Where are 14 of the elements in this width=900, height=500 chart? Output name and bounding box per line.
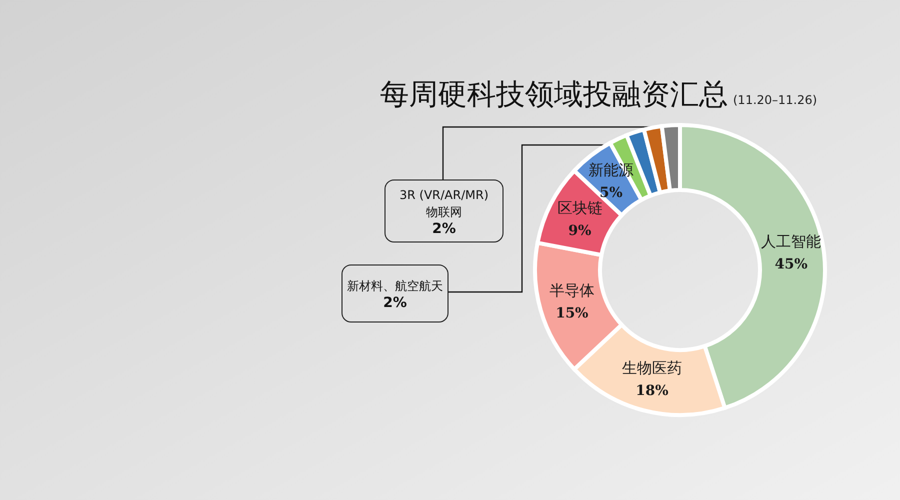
data-label: 5% — [600, 185, 623, 202]
data-label: 18% — [636, 382, 668, 399]
slice-label: 人工智能 — [761, 232, 822, 250]
text: 3R (VR/AR/MR) 物联网 2% — [399, 188, 489, 237]
data-label: 9% — [568, 222, 592, 239]
slice-label: 半导体 — [549, 281, 594, 300]
data-label: 45% — [774, 256, 808, 272]
data-label: 15% — [556, 305, 588, 322]
slice-label: 区块链 — [557, 198, 602, 217]
slice-label: 生物医药 — [622, 358, 682, 377]
chart-title: 每周硬科技领域投融资汇总 — [380, 77, 728, 111]
chart-subtitle: (11.20–11.26) — [733, 93, 818, 107]
text: 新材料、航空航天 2% — [347, 279, 443, 311]
slice-label: 新能源 — [588, 161, 634, 180]
